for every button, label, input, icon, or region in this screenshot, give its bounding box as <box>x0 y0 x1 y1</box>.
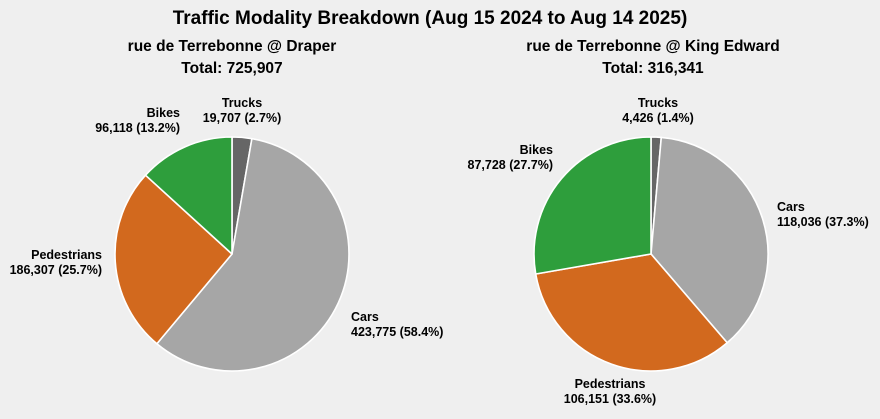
left-slice-label-cars: Cars 423,775 (58.4%) <box>351 310 443 340</box>
right-chart-location: rue de Terrebonne @ King Edward <box>526 38 780 55</box>
left-slice-label-trucks: Trucks 19,707 (2.7%) <box>203 96 282 126</box>
right-slice-label-trucks: Trucks 4,426 (1.4%) <box>622 96 694 126</box>
slice-name: Cars <box>351 310 379 324</box>
right-slice-label-pedestrians: Pedestrians 106,151 (33.6%) <box>564 377 656 407</box>
left-chart-total: Total: 725,907 <box>181 60 283 77</box>
pie-slice-bikes <box>533 136 652 275</box>
slice-value: 423,775 (58.4%) <box>351 325 444 339</box>
pie-slice-cars <box>650 136 769 344</box>
slice-value: 118,036 (37.3%) <box>777 215 869 229</box>
slice-name: Trucks <box>637 96 679 110</box>
slice-name: Cars <box>777 200 805 214</box>
left-chart-location: rue de Terrebonne @ Draper <box>127 38 337 55</box>
slice-value: 4,426 (1.4%) <box>622 111 694 125</box>
pie-chart-king-edward <box>533 136 769 372</box>
left-chart-subtitle: rue de Terrebonne @ Draper Total: 725,90… <box>128 36 337 80</box>
pie-slice-pedestrians <box>534 253 728 372</box>
right-slice-label-cars: Cars 118,036 (37.3%) <box>777 200 869 230</box>
pie-chart-draper <box>114 136 350 372</box>
right-chart-subtitle: rue de Terrebonne @ King Edward Total: 3… <box>526 36 779 80</box>
slice-name: Pedestrians <box>31 248 102 262</box>
slice-name: Trucks <box>221 96 263 110</box>
slice-value: 186,307 (25.7%) <box>9 263 102 277</box>
slice-value: 87,728 (27.7%) <box>467 158 553 172</box>
figure-title: Traffic Modality Breakdown (Aug 15 2024 … <box>172 8 688 29</box>
slice-name: Bikes <box>146 106 180 120</box>
left-slice-label-bikes: Bikes 96,118 (13.2%) <box>95 106 180 136</box>
right-slice-label-bikes: Bikes 87,728 (27.7%) <box>468 143 553 173</box>
pie-slice-bikes <box>144 136 233 255</box>
slice-value: 19,707 (2.7%) <box>202 111 282 125</box>
slice-name: Pedestrians <box>574 377 646 391</box>
right-chart-total: Total: 316,341 <box>602 60 704 77</box>
pie-slice-pedestrians <box>114 174 233 345</box>
left-slice-label-pedestrians: Pedestrians 186,307 (25.7%) <box>10 248 102 278</box>
pie-slice-cars <box>156 137 350 372</box>
slice-value: 96,118 (13.2%) <box>95 121 180 135</box>
slice-value: 106,151 (33.6%) <box>563 392 657 406</box>
slice-name: Bikes <box>519 143 553 157</box>
